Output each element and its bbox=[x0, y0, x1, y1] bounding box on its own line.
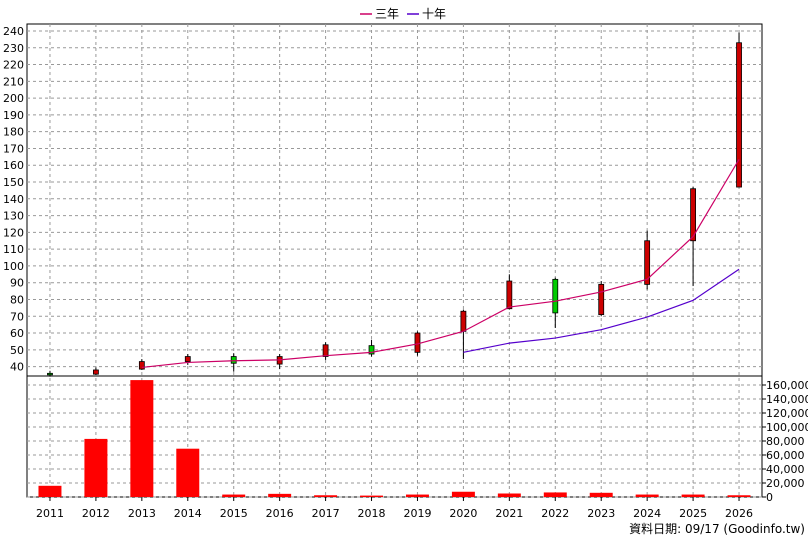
x-tick-label: 2013 bbox=[128, 507, 156, 520]
y-tick-label: 60 bbox=[10, 327, 24, 340]
y-tick-label: 200 bbox=[3, 92, 24, 105]
grid-lines bbox=[27, 24, 762, 498]
x-tick-label: 2016 bbox=[266, 507, 294, 520]
candle-body bbox=[414, 332, 421, 353]
y-tick-label: 120 bbox=[3, 226, 24, 239]
x-tick-label: 2020 bbox=[449, 507, 477, 520]
y2-tick-label: 40,000 bbox=[766, 463, 805, 476]
x-tick-label: 2011 bbox=[36, 507, 64, 520]
x-tick-label: 2012 bbox=[82, 507, 110, 520]
y-tick-label: 130 bbox=[3, 210, 24, 223]
y-tick-label: 170 bbox=[3, 142, 24, 155]
x-tick-label: 2017 bbox=[312, 507, 340, 520]
y-tick-label: 210 bbox=[3, 75, 24, 88]
y-tick-label: 160 bbox=[3, 159, 24, 172]
x-tick-label: 2014 bbox=[174, 507, 202, 520]
y2-tick-label: 120,000 bbox=[766, 407, 808, 420]
footer-source: 資料日期: 09/17 (Goodinfo.tw) bbox=[629, 522, 805, 536]
volume-bar bbox=[130, 380, 154, 497]
y-tick-label: 240 bbox=[3, 25, 24, 38]
y2-tick-label: 20,000 bbox=[766, 477, 805, 490]
y2-tick-label: 100,000 bbox=[766, 421, 808, 434]
volume-bar bbox=[84, 438, 108, 497]
volume-bar bbox=[635, 494, 659, 497]
y-tick-label: 190 bbox=[3, 109, 24, 122]
candlesticks bbox=[47, 32, 742, 377]
candle-body bbox=[322, 344, 329, 357]
candle-body bbox=[598, 283, 605, 315]
y-tick-label: 110 bbox=[3, 243, 24, 256]
y-tick-label: 50 bbox=[10, 344, 24, 357]
volume-bar bbox=[727, 495, 751, 497]
candle-body bbox=[736, 42, 742, 188]
y2-tick-label: 80,000 bbox=[766, 435, 805, 448]
volume-bar bbox=[405, 494, 429, 497]
volume-bar bbox=[268, 493, 292, 497]
y-tick-label: 180 bbox=[3, 126, 24, 139]
x-tick-label: 2026 bbox=[725, 507, 753, 520]
legend-label: 十年 bbox=[422, 7, 446, 21]
y2-tick-label: 160,000 bbox=[766, 379, 808, 392]
volume-bar bbox=[360, 495, 384, 497]
candle-body bbox=[184, 356, 191, 362]
candle-body bbox=[690, 188, 696, 242]
x-tick-label: 2018 bbox=[358, 507, 386, 520]
x-tick-label: 2023 bbox=[587, 507, 615, 520]
volume-bar bbox=[681, 494, 705, 497]
candle-body bbox=[230, 356, 237, 364]
candle-body bbox=[93, 369, 99, 375]
volume-bar bbox=[314, 495, 338, 497]
y-tick-label: 40 bbox=[10, 361, 24, 374]
volume-bar bbox=[38, 485, 62, 497]
x-tick-label: 2025 bbox=[679, 507, 707, 520]
y-tick-label: 70 bbox=[10, 310, 24, 323]
candle-body bbox=[506, 280, 513, 310]
moving-average-lines bbox=[141, 159, 740, 369]
candle-body bbox=[368, 345, 375, 355]
y2-tick-label: 140,000 bbox=[766, 393, 808, 406]
y-tick-label: 230 bbox=[3, 42, 24, 55]
x-tick-label: 2022 bbox=[541, 507, 569, 520]
y-tick-label: 220 bbox=[3, 59, 24, 72]
y-tick-label: 140 bbox=[3, 193, 24, 206]
x-tick-label: 2015 bbox=[220, 507, 248, 520]
candle-body bbox=[138, 361, 145, 370]
x-tick-label: 2024 bbox=[633, 507, 661, 520]
y-tick-label: 100 bbox=[3, 260, 24, 273]
candle-body bbox=[644, 240, 651, 285]
y-tick-label: 90 bbox=[10, 277, 24, 290]
y2-tick-label: 0 bbox=[766, 491, 773, 504]
legend-label: 三年 bbox=[375, 7, 399, 21]
volume-bar bbox=[222, 494, 246, 497]
y2-tick-label: 60,000 bbox=[766, 449, 805, 462]
candle-body bbox=[552, 278, 559, 314]
candle-body bbox=[47, 372, 53, 376]
volume-bar bbox=[497, 493, 521, 497]
volume-bars bbox=[38, 380, 751, 497]
series-line-0 bbox=[141, 159, 740, 369]
volume-bar bbox=[451, 491, 475, 497]
legend: 三年 十年 bbox=[360, 7, 446, 21]
candle-body bbox=[460, 310, 467, 332]
volume-bar bbox=[589, 492, 613, 497]
volume-bar bbox=[176, 448, 200, 497]
volume-bar bbox=[543, 492, 567, 497]
y-tick-label: 150 bbox=[3, 176, 24, 189]
y-tick-label: 80 bbox=[10, 293, 24, 306]
x-tick-label: 2021 bbox=[495, 507, 523, 520]
x-tick-label: 2019 bbox=[403, 507, 431, 520]
axes: 40 50 60 70 80 90 100 110 120 130 140 150 160 170 180 1… bbox=[3, 25, 808, 520]
series-line-1 bbox=[463, 268, 740, 353]
